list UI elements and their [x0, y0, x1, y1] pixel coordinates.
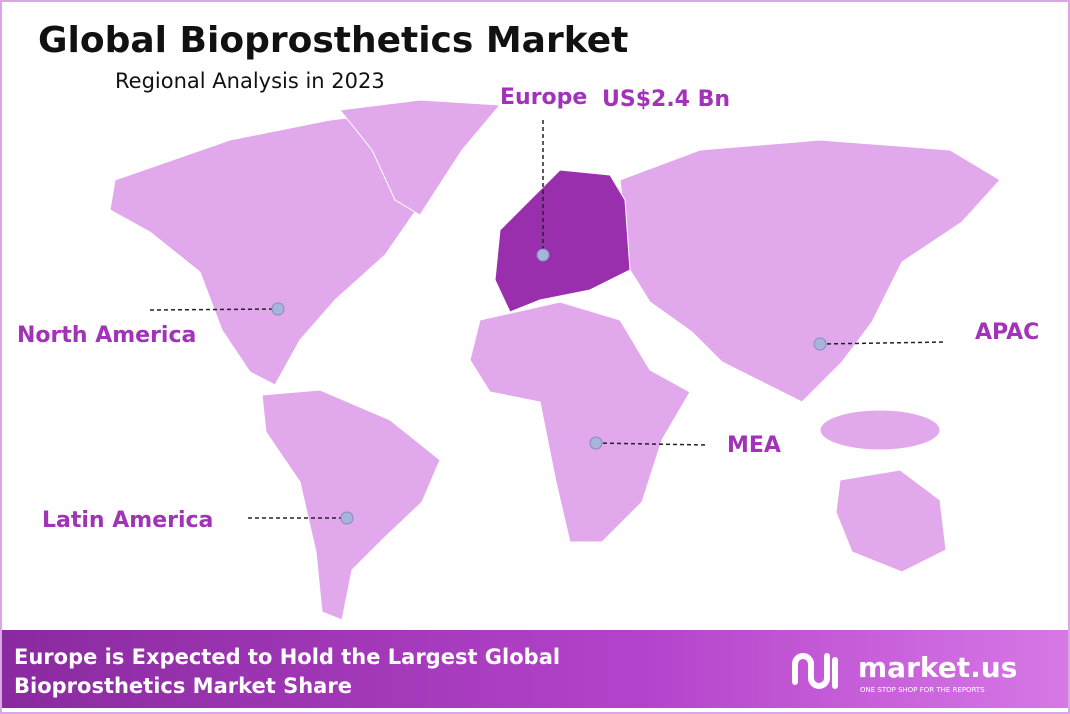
marker [536, 248, 550, 262]
connector [819, 341, 947, 345]
marker [340, 511, 354, 525]
connectors [149, 120, 947, 525]
footer-text: Europe is Expected to Hold the Largest G… [14, 645, 560, 669]
region-value: US$2.4 Bn [602, 87, 730, 112]
greenland [339, 99, 502, 216]
logo-icon [792, 653, 838, 689]
australia [835, 469, 947, 573]
europe [494, 169, 631, 313]
africa [469, 301, 691, 543]
south-america [261, 389, 441, 621]
region-label: APAC [975, 320, 1039, 345]
indonesia [819, 409, 941, 451]
logo-tagline: ONE STOP SHOP FOR THE REPORTS [860, 686, 985, 694]
connector [149, 308, 279, 311]
logo-name: market.us [858, 651, 1017, 684]
region-label: North America [17, 323, 196, 348]
region-label: Europe [500, 85, 587, 110]
logo: market.us ONE STOP SHOP FOR THE REPORTS [792, 651, 1017, 694]
region-label: MEA [727, 433, 781, 458]
asia [619, 139, 1001, 403]
footer-bar [2, 630, 1068, 708]
subtitle: Regional Analysis in 2023 [115, 69, 385, 93]
marker [271, 302, 285, 316]
world-map [109, 99, 1001, 621]
footer-text: Bioprosthetics Market Share [14, 674, 352, 698]
region-label: Latin America [42, 508, 213, 533]
title: Global Bioprosthetics Market [38, 20, 628, 61]
marker [813, 337, 827, 351]
marker [589, 436, 603, 450]
